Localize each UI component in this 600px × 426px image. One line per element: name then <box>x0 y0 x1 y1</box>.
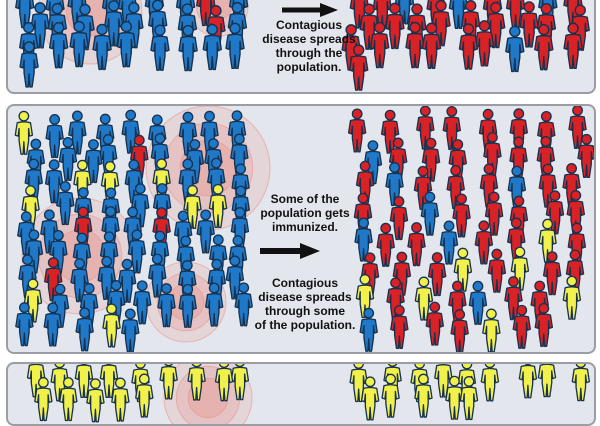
caption-line: Some of the <box>242 192 368 206</box>
caption-line: Contagious <box>240 276 370 290</box>
caption-spread-all: Contagious disease spreads through the p… <box>252 18 366 74</box>
panel-no-immunization: Contagious disease spreads through the p… <box>6 0 596 94</box>
immunized-person-icon <box>483 309 500 352</box>
caption-immunized: Some of the population gets immunized. <box>242 192 368 234</box>
caption-line: of the population. <box>240 318 370 332</box>
sick-person-icon <box>408 223 425 266</box>
caption-line: Contagious <box>252 18 366 32</box>
caption-line: through the <box>252 46 366 60</box>
healthy-person-icon <box>469 281 486 324</box>
sick-person-icon <box>349 109 366 152</box>
arrow-right-icon <box>258 242 322 260</box>
caption-line: population gets <box>242 206 368 220</box>
caption-line: through some <box>240 304 370 318</box>
immunized-person-icon <box>87 379 104 422</box>
caption-line: population. <box>252 60 366 74</box>
sick-person-icon <box>377 223 394 266</box>
healthy-person-icon <box>440 221 457 264</box>
sick-person-icon <box>488 249 505 292</box>
immunized-person-icon <box>519 364 536 398</box>
healthy-person-icon <box>122 309 139 352</box>
caption-spread-some: Contagious disease spreads through some … <box>240 276 370 332</box>
immunized-person-icon <box>538 364 555 397</box>
healthy-person-icon <box>69 111 86 154</box>
crowd-illustration-3 <box>8 364 594 424</box>
caption-line: disease spreads <box>240 290 370 304</box>
immunized-person-icon <box>572 364 589 401</box>
immunized-person-icon <box>15 111 32 154</box>
panel-full-immunization <box>6 362 596 426</box>
caption-line: disease spreads <box>252 32 366 46</box>
arrow-right-icon <box>280 2 340 18</box>
immunized-person-icon <box>481 364 498 401</box>
caption-line: immunized. <box>242 220 368 234</box>
panel-partial-immunization: Some of the population gets immunized. C… <box>6 104 596 354</box>
healthy-person-icon <box>506 26 524 71</box>
